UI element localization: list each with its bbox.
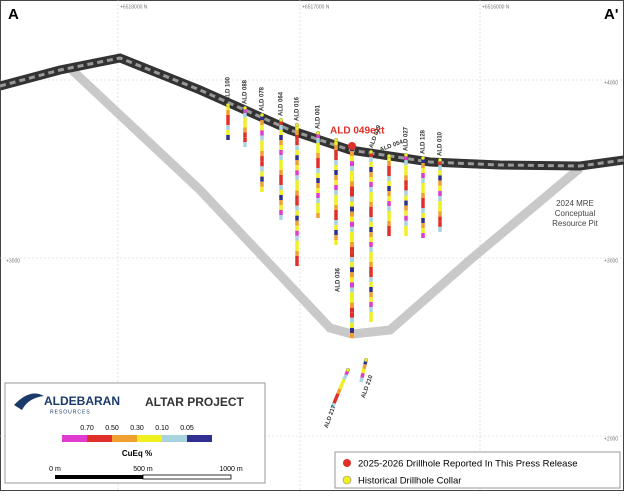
project: ALTAR PROJECT bbox=[145, 395, 245, 409]
historical-collar bbox=[346, 368, 351, 373]
drillhole-label: ALD 016 bbox=[295, 96, 301, 121]
pit-label: Conceptual bbox=[555, 209, 596, 218]
historical-collar bbox=[225, 102, 230, 107]
drill-interval bbox=[332, 397, 338, 404]
pit-label: Resource Pit bbox=[552, 219, 599, 228]
drillhole-label: ALD 027 bbox=[404, 126, 410, 151]
grid-label: +3000 bbox=[6, 258, 20, 264]
section-start: A bbox=[8, 6, 19, 23]
drillhole-label: ALD 088 bbox=[243, 79, 249, 104]
historical-collar bbox=[369, 149, 374, 154]
company-sub: RESOURCES bbox=[50, 409, 91, 415]
key-historical: Historical Drillhole Collar bbox=[358, 476, 461, 487]
drill-interval bbox=[334, 393, 340, 400]
key-new: 2025-2026 Drillhole Reported In This Pre… bbox=[358, 459, 578, 470]
historical-collar bbox=[334, 137, 339, 142]
drill-interval bbox=[362, 364, 367, 370]
historical-collar bbox=[404, 152, 409, 157]
key-new-marker bbox=[343, 459, 351, 467]
historical-collar bbox=[438, 157, 443, 162]
distance-label: 1000 m bbox=[219, 466, 243, 473]
grid-label: +2000 bbox=[604, 436, 618, 442]
drillhole-label: ALD 128 bbox=[421, 129, 427, 154]
drillhole-label-highlight: ALD 049ext bbox=[330, 126, 385, 137]
drill-interval bbox=[330, 402, 336, 409]
grid-label: +4000 bbox=[604, 80, 618, 86]
historical-collar bbox=[295, 122, 300, 127]
logo bbox=[14, 393, 44, 410]
scale-label: 0.50 bbox=[105, 425, 119, 432]
drill-interval bbox=[360, 372, 365, 378]
section-end: A' bbox=[604, 6, 618, 23]
drill-interval bbox=[338, 383, 344, 390]
historical-collar bbox=[279, 117, 284, 122]
drill-interval bbox=[359, 377, 364, 383]
drill-interval bbox=[340, 378, 346, 385]
new-collar bbox=[348, 142, 356, 150]
historical-collar bbox=[387, 153, 392, 158]
drillhole-label: ALD 036 bbox=[336, 267, 342, 292]
scale-label: 0.05 bbox=[180, 425, 194, 432]
drill-interval bbox=[336, 388, 342, 395]
key-box bbox=[334, 451, 621, 489]
historical-collar bbox=[364, 358, 369, 363]
drillhole-label: ALD 010 bbox=[438, 131, 444, 156]
historical-collar bbox=[316, 130, 321, 135]
color-bar bbox=[62, 435, 212, 442]
historical-collar bbox=[242, 105, 247, 110]
drill-interval bbox=[361, 368, 366, 374]
topography-texture bbox=[0, 56, 624, 168]
drillhole-label: ALD 001 bbox=[316, 104, 322, 129]
scale-title: CuEq % bbox=[122, 449, 152, 458]
drillhole-label: ALD 100 bbox=[226, 76, 232, 101]
drill-interval bbox=[342, 374, 348, 381]
scale-label: 0.30 bbox=[130, 425, 144, 432]
key-historical-marker bbox=[342, 475, 352, 485]
grid-label: +6516000 N bbox=[482, 4, 510, 10]
grid-label: +6518000 N bbox=[120, 4, 148, 10]
company: ALDEBARAN bbox=[44, 394, 120, 408]
legend-box bbox=[4, 382, 266, 484]
drillhole-label: ALD 064 bbox=[279, 91, 285, 116]
distance-label: 0 m bbox=[49, 466, 61, 473]
drillhole-label: ALD 078 bbox=[260, 86, 266, 111]
historical-collar bbox=[421, 155, 426, 160]
grid-label: +6517000 N bbox=[302, 4, 330, 10]
scale-label: 0.70 bbox=[80, 425, 94, 432]
scale-label: 0.10 bbox=[155, 425, 169, 432]
distance-label: 500 m bbox=[133, 466, 153, 473]
historical-collar bbox=[260, 112, 265, 117]
scale-bar bbox=[55, 474, 232, 480]
pit-label: 2024 MRE bbox=[556, 199, 594, 208]
grid-label: +3000 bbox=[604, 258, 618, 264]
